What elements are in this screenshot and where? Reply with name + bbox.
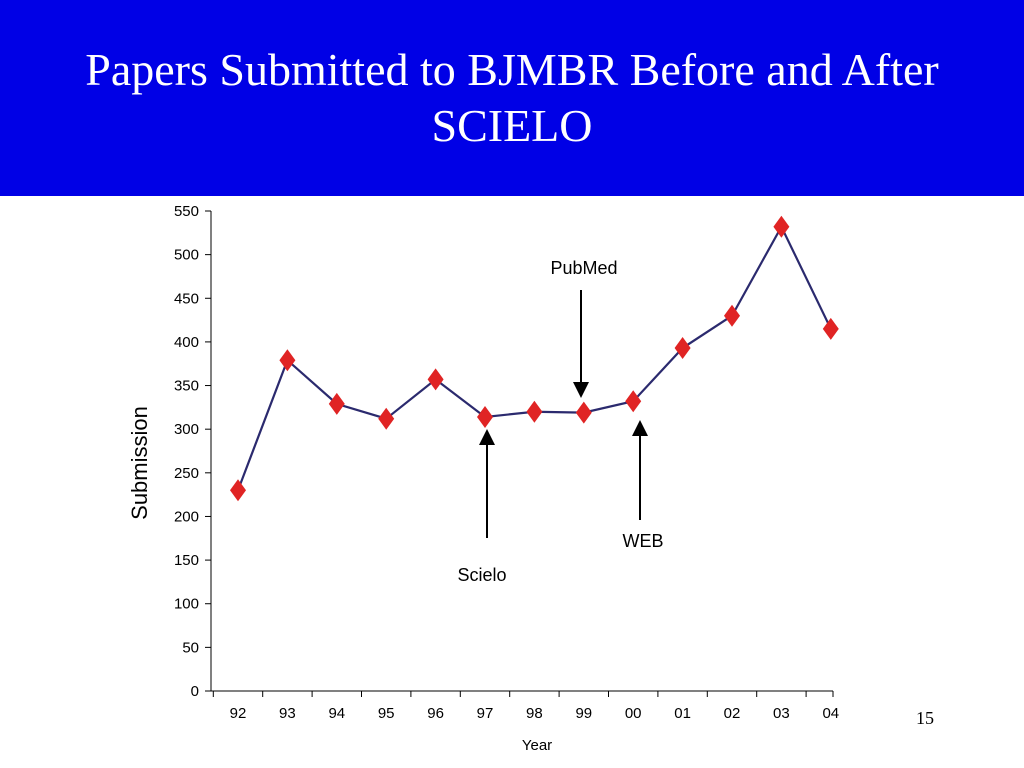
x-tick-label: 94	[328, 705, 345, 722]
x-tick-label: 93	[279, 705, 296, 722]
chart-axes: 0 50 100 150 200 250 300 350 400 450 500 550 92 93 94 9…	[127, 203, 839, 754]
data-point	[674, 337, 691, 360]
slide-title-line2: SCIELO	[431, 100, 593, 151]
data-point	[230, 479, 246, 502]
y-tick-label: 150	[174, 552, 199, 569]
data-point	[773, 215, 790, 238]
data-point	[575, 401, 592, 424]
y-tick-label: 0	[191, 683, 199, 700]
series-line	[236, 224, 832, 491]
chart-series	[230, 215, 839, 502]
x-tick-label: 95	[378, 705, 395, 722]
annotation-label: PubMed	[550, 258, 617, 278]
data-point	[724, 304, 740, 327]
x-tick-label: 98	[526, 705, 543, 722]
y-tick-label: 50	[182, 639, 199, 656]
y-tick-label: 100	[174, 596, 199, 613]
y-tick-label: 200	[174, 508, 199, 525]
x-axis-title: Year	[522, 737, 552, 754]
data-point	[477, 405, 493, 428]
data-point	[427, 368, 444, 391]
x-tick-label: 97	[477, 705, 494, 722]
data-point	[625, 390, 642, 413]
annotation-label: WEB	[622, 531, 663, 551]
y-tick-label: 300	[174, 421, 199, 438]
annotation-label: Scielo	[457, 565, 506, 585]
y-tick-label: 450	[174, 290, 199, 307]
x-tick-label: 02	[724, 705, 741, 722]
y-tick-label: 350	[174, 378, 199, 395]
y-tick-label: 400	[174, 334, 199, 351]
x-tick-label: 96	[427, 705, 444, 722]
y-axis-title: Submission	[127, 406, 152, 520]
slide-title: Papers Submitted to BJMBR Before and Aft…	[0, 42, 1024, 154]
x-tick-label: 92	[230, 705, 247, 722]
x-tick-label: 00	[625, 705, 642, 722]
slide-title-line1: Papers Submitted to BJMBR Before and Aft…	[85, 44, 939, 95]
y-tick-label: 550	[174, 203, 199, 220]
data-point	[526, 400, 543, 423]
x-tick-label: 03	[773, 705, 790, 722]
data-point	[279, 349, 296, 372]
x-tick-label: 99	[575, 705, 592, 722]
data-point	[328, 392, 345, 415]
y-tick-label: 250	[174, 465, 199, 482]
data-point	[822, 317, 839, 340]
y-tick-label: 500	[174, 247, 199, 264]
title-band	[0, 0, 1024, 196]
chart-annotations: PubMed Scielo WEB	[457, 258, 663, 585]
x-tick-label: 01	[674, 705, 691, 722]
page-number: 15	[916, 708, 934, 728]
x-tick-label: 04	[822, 705, 839, 722]
data-point	[378, 407, 395, 430]
